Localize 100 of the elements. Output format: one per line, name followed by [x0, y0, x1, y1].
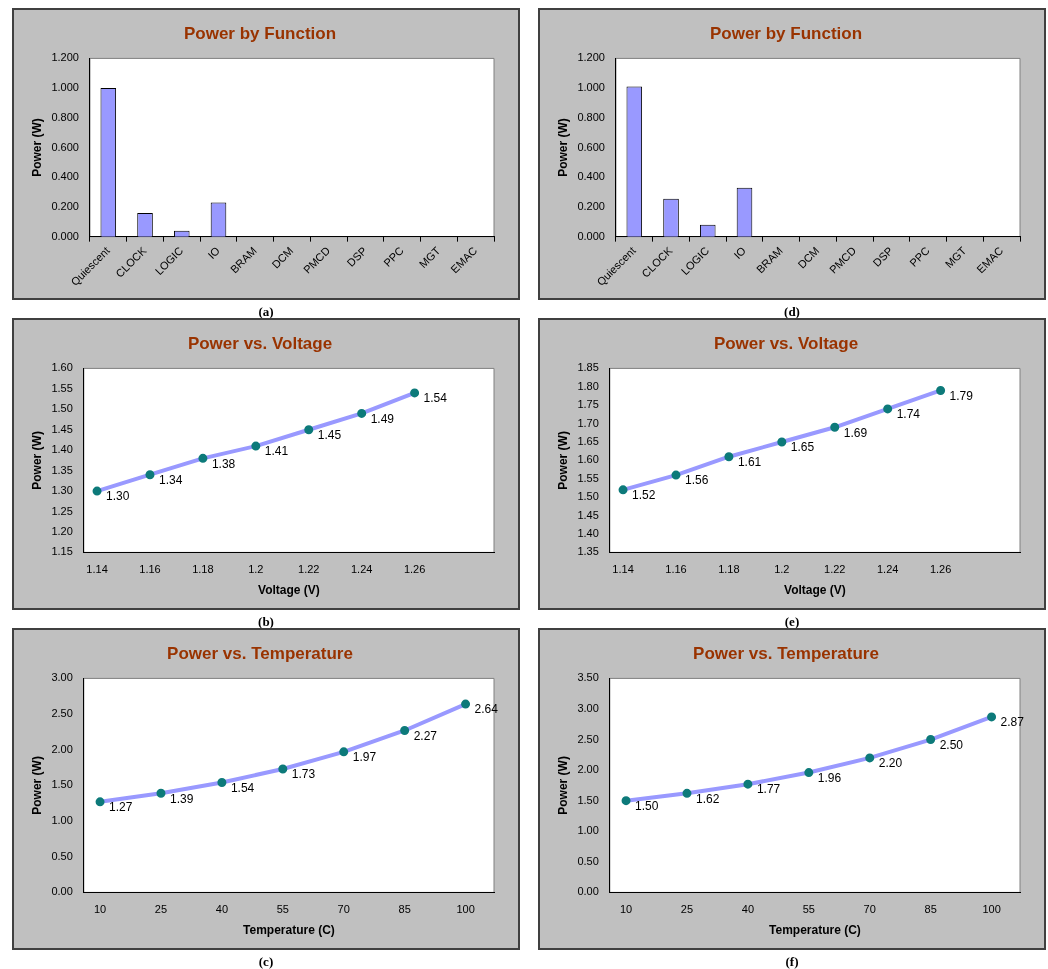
y-tick-label: 1.00 — [51, 814, 73, 827]
y-tick-label: 1.75 — [577, 398, 599, 411]
y-tick-label: 0.600 — [577, 140, 605, 153]
x-tick-label: 70 — [863, 903, 876, 916]
y-tick-label: 0.000 — [51, 229, 79, 242]
x-tick-label: 1.18 — [192, 563, 214, 576]
y-tick-label: 2.50 — [577, 732, 599, 745]
y-tick-label: 1.200 — [51, 51, 79, 64]
x-tick-label: IO — [731, 244, 749, 262]
x-tick-label: 1.24 — [876, 563, 899, 576]
x-tick-label: 55 — [276, 903, 289, 916]
x-tick-label: 40 — [741, 903, 755, 916]
y-tick-label: 1.25 — [51, 504, 73, 517]
data-label: 1.34 — [158, 473, 183, 488]
data-label: 2.50 — [939, 737, 964, 752]
x-tick-label: 1.26 — [929, 563, 952, 576]
x-tick-label: 1.26 — [403, 563, 426, 576]
chart-title: Power by Function — [183, 23, 337, 43]
x-tick-label: 25 — [154, 903, 168, 916]
y-tick-label: 0.50 — [51, 849, 73, 862]
x-tick-label: 1.2 — [248, 563, 264, 576]
data-label: 1.77 — [756, 782, 781, 797]
data-label: 1.50 — [635, 799, 659, 813]
x-axis-title: Voltage (V) — [784, 583, 846, 598]
y-tick-label: 0.50 — [577, 854, 599, 867]
y-tick-label: 1.45 — [577, 508, 599, 521]
y-tick-label: 2.00 — [51, 742, 73, 755]
x-tick-label: 1.14 — [86, 563, 108, 576]
y-tick-label: 1.200 — [577, 51, 605, 64]
x-tick-label: 85 — [924, 903, 937, 916]
x-tick-label: IO — [205, 244, 223, 262]
x-tick-label: 100 — [456, 903, 475, 916]
y-tick-label: 1.45 — [51, 422, 73, 435]
data-label: 1.96 — [817, 770, 842, 785]
data-label: 1.39 — [169, 791, 194, 806]
chart-title: Power by Function — [709, 23, 863, 43]
data-label: 1.97 — [352, 750, 377, 765]
x-tick-label: 1.22 — [824, 563, 846, 576]
y-tick-label: 3.50 — [577, 671, 599, 684]
text: (a) — [257, 304, 275, 320]
y-tick-label: 3.00 — [577, 702, 599, 714]
y-tick-label: 1.35 — [577, 545, 599, 558]
text: (e) — [783, 614, 801, 630]
x-tick-label: 10 — [619, 903, 633, 916]
y-axis-title: Power (W) — [29, 756, 44, 815]
y-tick-label: 1.40 — [51, 443, 73, 456]
x-tick-label: 1.16 — [665, 563, 687, 576]
data-label: 2.27 — [413, 728, 438, 743]
x-tick-label: 1.22 — [298, 563, 320, 576]
y-tick-label: 1.60 — [577, 453, 599, 466]
x-tick-label: 25 — [680, 903, 694, 916]
data-label: 1.27 — [109, 800, 133, 815]
y-tick-label: 0.800 — [51, 110, 79, 123]
data-label: 1.65 — [790, 440, 815, 455]
y-tick-label: 1.55 — [577, 471, 599, 484]
y-tick-label: 0.000 — [577, 229, 605, 242]
x-axis-title: Temperature (C) — [769, 923, 861, 938]
y-tick-label: 1.30 — [51, 484, 73, 497]
data-label: 1.79 — [949, 388, 974, 403]
y-tick-label: 0.00 — [51, 885, 73, 898]
data-label: 1.38 — [211, 456, 236, 471]
y-tick-label: 0.200 — [51, 199, 79, 212]
y-tick-label: 0.400 — [51, 170, 79, 183]
data-label: 1.41 — [264, 444, 289, 459]
data-label: 2.20 — [878, 756, 903, 771]
y-axis-title: Power (W) — [555, 118, 570, 177]
x-tick-label: 1.2 — [774, 563, 790, 576]
data-label: 1.56 — [684, 473, 709, 488]
data-label: 1.30 — [106, 489, 130, 504]
y-tick-label: 1.50 — [51, 778, 73, 791]
data-label: 1.54 — [230, 780, 255, 795]
y-tick-label: 1.50 — [577, 793, 599, 806]
y-tick-label: 0.400 — [577, 170, 605, 183]
y-tick-label: 1.70 — [577, 416, 599, 429]
y-tick-label: 1.55 — [51, 381, 73, 394]
data-label: 2.87 — [1000, 715, 1025, 730]
chart-title: Power vs. Voltage — [187, 333, 333, 353]
chart-title: Power vs. Temperature — [693, 643, 879, 663]
y-tick-label: 1.80 — [577, 379, 599, 392]
y-tick-label: 0.600 — [51, 140, 79, 153]
x-axis-title: Voltage (V) — [258, 583, 320, 598]
y-tick-label: 1.50 — [51, 402, 73, 415]
y-tick-label: 1.00 — [577, 824, 599, 837]
x-tick-label: 70 — [337, 903, 350, 916]
x-axis-title: Temperature (C) — [243, 923, 335, 938]
y-axis-title: Power (W) — [29, 431, 44, 490]
data-label: 2.64 — [474, 702, 499, 717]
y-tick-label: 1.20 — [51, 524, 73, 537]
y-tick-label: 1.000 — [577, 81, 605, 94]
x-tick-label: 1.18 — [718, 563, 740, 576]
text: (b) — [257, 614, 275, 630]
data-label: 1.61 — [737, 455, 762, 470]
y-tick-label: 2.00 — [577, 763, 599, 776]
y-axis-title: Power (W) — [555, 431, 570, 490]
data-label: 1.52 — [632, 488, 656, 503]
data-label: 1.49 — [370, 411, 395, 426]
y-tick-label: 3.00 — [51, 671, 73, 684]
data-label: 1.73 — [291, 767, 316, 782]
y-tick-label: 1.85 — [577, 361, 599, 374]
x-tick-label: 10 — [93, 903, 107, 916]
